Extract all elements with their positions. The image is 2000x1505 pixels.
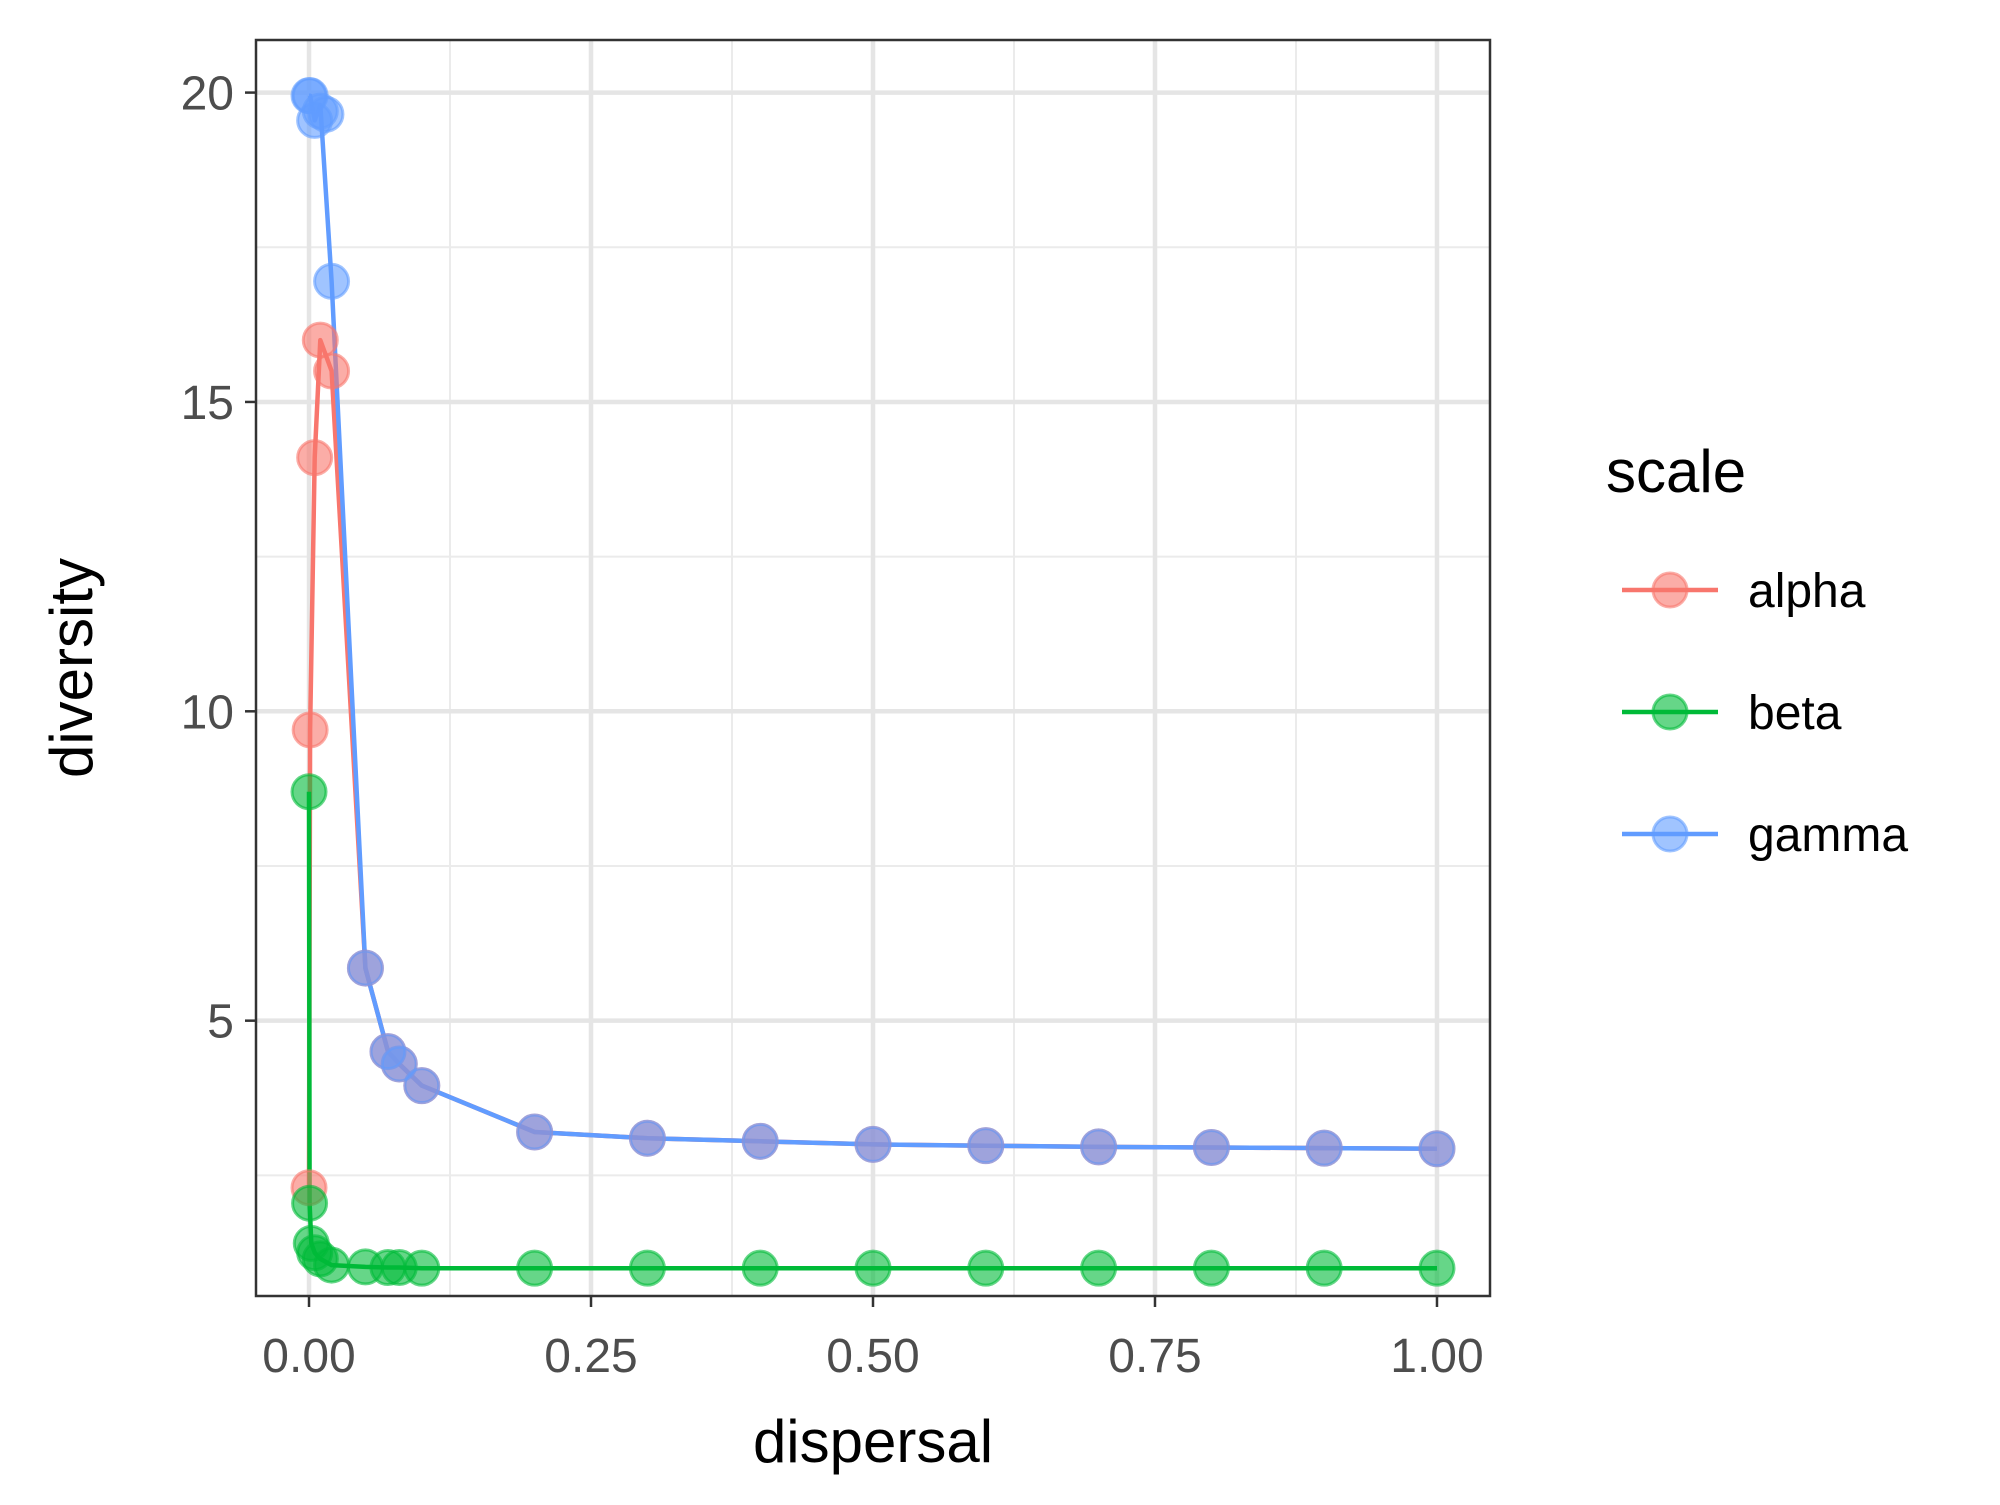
data-point-beta [313,1246,351,1284]
x-tick-label: 0.25 [544,1330,637,1383]
data-point-gamma [741,1122,779,1160]
data-point-beta [291,1184,329,1222]
data-point-gamma [967,1127,1005,1165]
data-point-gamma [346,949,384,987]
y-tick-label: 10 [181,686,234,739]
data-point-beta [967,1249,1005,1287]
data-point-gamma [854,1125,892,1163]
y-tick-label: 20 [181,68,234,121]
data-point-beta [403,1249,441,1287]
data-point-beta [854,1249,892,1287]
data-point-gamma [516,1113,554,1151]
legend: scale alpha beta gamma [1606,438,1908,862]
data-point-alpha [301,321,339,359]
data-point-alpha [296,439,334,477]
axes: 0.00 0.25 0.50 0.75 1.00 5 10 15 20 [181,68,1484,1383]
data-point-beta [516,1249,554,1287]
data-point-beta [741,1249,779,1287]
data-point-beta [1305,1249,1343,1287]
data-point-gamma [403,1067,441,1105]
data-point-gamma [313,262,351,300]
data-point-alpha [291,711,329,749]
legend-key-point-gamma [1651,815,1689,853]
y-tick-label: 15 [181,377,234,430]
data-point-gamma [307,95,345,133]
grid-lines [256,40,1490,1296]
x-tick-label: 0.00 [262,1330,355,1383]
data-point-gamma [1418,1130,1456,1168]
x-tick-label: 0.75 [1108,1330,1201,1383]
data-point-gamma [1305,1129,1343,1167]
data-point-gamma [1080,1128,1118,1166]
legend-key-point-beta [1651,693,1689,731]
data-point-beta [290,773,328,811]
legend-label-gamma: gamma [1748,809,1908,862]
legend-key-point-alpha [1651,571,1689,609]
legend-label-beta: beta [1748,687,1842,740]
data-point-gamma [1192,1129,1230,1167]
data-point-beta [628,1249,666,1287]
y-tick-label: 5 [207,996,234,1049]
data-point-gamma [628,1119,666,1157]
data-point-beta [1192,1249,1230,1287]
x-tick-label: 1.00 [1390,1330,1483,1383]
x-axis-label: dispersal [753,1408,993,1475]
x-tick-label: 0.50 [826,1330,919,1383]
data-series [290,77,1456,1287]
data-point-beta [1418,1249,1456,1287]
data-point-gamma [380,1045,418,1083]
legend-title: scale [1606,438,1746,505]
legend-label-alpha: alpha [1748,565,1866,618]
y-axis-label: diversity [38,558,105,778]
data-point-alpha [313,352,351,390]
data-point-beta [1080,1249,1118,1287]
